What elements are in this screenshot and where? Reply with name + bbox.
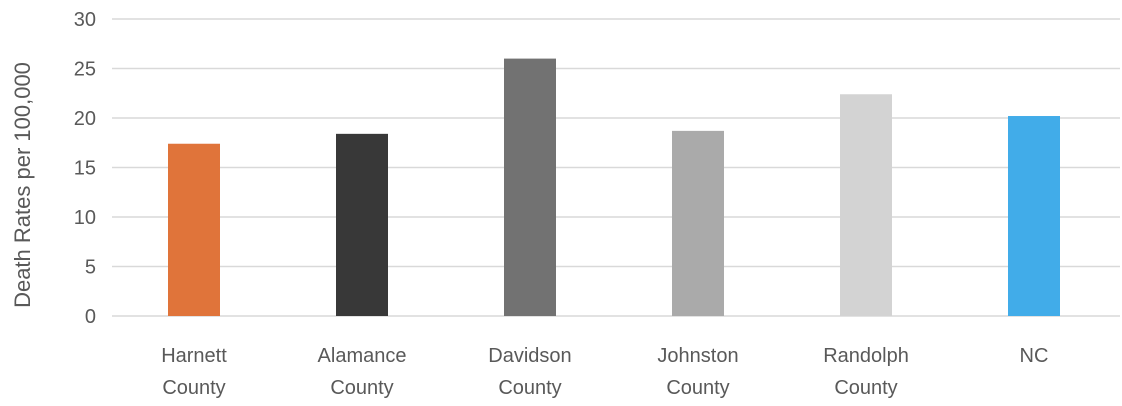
x-category-label: Randolph	[823, 345, 909, 367]
y-tick-label: 15	[74, 158, 96, 180]
y-axis-title: Death Rates per 100,000	[10, 62, 35, 308]
bar	[168, 143, 220, 316]
x-category-label: County	[834, 377, 897, 399]
x-category-label: NC	[1020, 345, 1049, 367]
gridlines	[112, 18, 1120, 317]
x-category-label: County	[330, 377, 393, 399]
y-tick-label: 25	[74, 59, 96, 81]
y-axis-tick-labels: 0 5 10 15 20 25 30	[74, 9, 96, 328]
bars	[168, 58, 1060, 317]
y-tick-label: 10	[74, 207, 96, 229]
y-tick-label: 30	[74, 9, 96, 31]
y-tick-label: 20	[74, 108, 96, 130]
x-category-label: County	[498, 377, 561, 399]
x-axis-category-labels: Harnett County Alamance County Davidson Count…	[161, 345, 1048, 399]
bar	[840, 94, 892, 317]
x-category-label: Davidson	[488, 345, 571, 367]
x-category-label: Harnett	[161, 345, 227, 367]
y-tick-label: 5	[85, 257, 96, 279]
bar	[504, 58, 556, 316]
bar	[672, 130, 724, 316]
x-category-label: Alamance	[318, 345, 407, 367]
bar	[336, 133, 388, 316]
y-tick-label: 0	[85, 306, 96, 328]
bar	[1008, 116, 1060, 317]
x-category-label: Johnston	[657, 345, 738, 367]
x-category-label: County	[162, 377, 225, 399]
x-category-label: County	[666, 377, 729, 399]
